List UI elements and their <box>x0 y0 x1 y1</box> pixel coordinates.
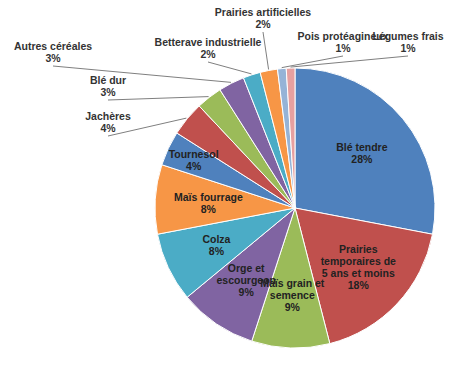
svg-text:Maïs fourrage8%: Maïs fourrage8% <box>174 191 243 215</box>
svg-text:Betterave industrielle2%: Betterave industrielle2% <box>155 36 262 60</box>
svg-text:Colza8%: Colza8% <box>202 233 230 257</box>
svg-text:Jachères4%: Jachères4% <box>85 110 131 134</box>
svg-text:Prairies artificielles2%: Prairies artificielles2% <box>215 8 311 30</box>
svg-text:Tournesol4%: Tournesol4% <box>169 148 219 172</box>
svg-text:Orge etescourgeon9%: Orge etescourgeon9% <box>216 262 276 298</box>
svg-text:Autres céréales3%: Autres céréales3% <box>14 40 92 64</box>
html-text:9%: 9% <box>284 300 300 313</box>
svg-text:Blé dur3%: Blé dur3% <box>90 74 126 98</box>
svg-text:Légumes frais1%: Légumes frais1% <box>372 30 443 54</box>
svg-text:Prairiestemporaires de5 ans et: Prairiestemporaires de5 ans et moins18% <box>321 243 396 291</box>
svg-text:Blé tendre28%: Blé tendre28% <box>336 141 388 165</box>
html-text:Maïs grain et: Maïs grain et <box>260 276 325 289</box>
html-text:Pois protéagineux: Pois protéagineux <box>297 30 389 42</box>
html-text:1%: 1% <box>335 42 351 54</box>
html-text:semence: semence <box>269 288 315 301</box>
